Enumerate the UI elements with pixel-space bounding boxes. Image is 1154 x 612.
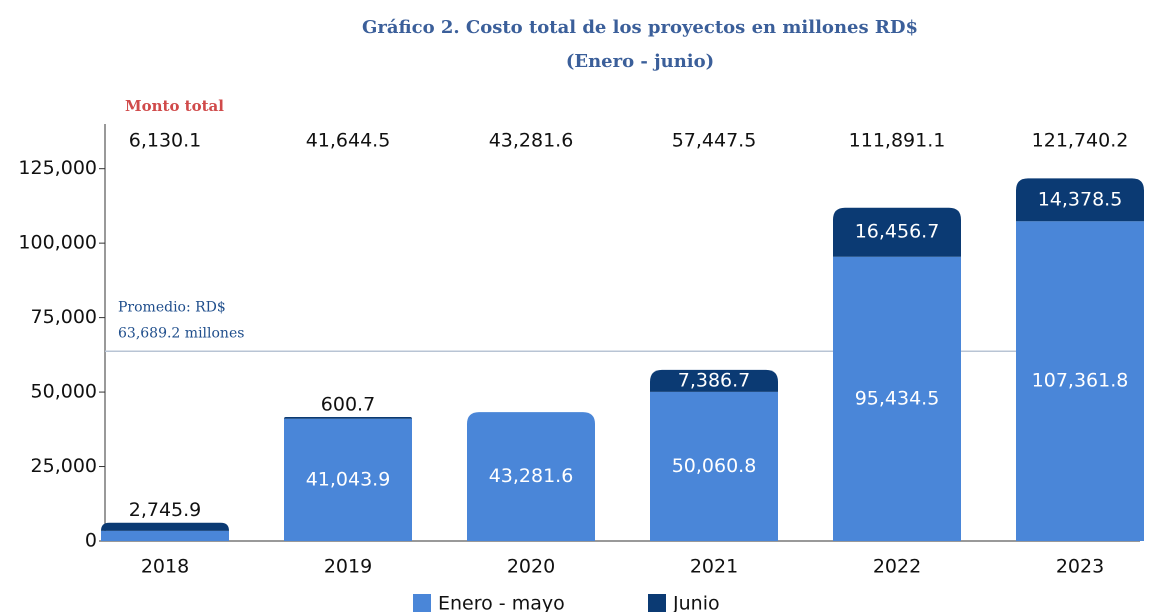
- chart-subtitle: (Enero - junio): [566, 51, 714, 72]
- totals-label: Monto total: [125, 97, 224, 115]
- y-tick-label: 100,000: [18, 232, 97, 254]
- data-label: 600.7: [321, 393, 375, 415]
- x-tick-label: 2020: [507, 556, 555, 578]
- y-tick-label: 75,000: [31, 306, 97, 328]
- data-label: 14,378.5: [1038, 188, 1123, 210]
- legend-swatch: [648, 594, 666, 612]
- bar-segment: [101, 522, 229, 531]
- total-label: 57,447.5: [672, 130, 757, 152]
- bar-segment: [650, 369, 778, 392]
- y-tick-label: 50,000: [31, 381, 97, 403]
- chart-title: Gráfico 2. Costo total de los proyectos …: [362, 17, 918, 38]
- y-tick-label: 25,000: [31, 455, 97, 477]
- x-tick-label: 2018: [141, 556, 189, 578]
- bar-segment: [101, 530, 229, 541]
- bar-segment: [284, 416, 412, 419]
- y-tick-label: 125,000: [18, 157, 97, 179]
- legend-label: Enero - mayo: [438, 593, 565, 612]
- data-label: 43,281.6: [489, 465, 574, 487]
- bar-segment: [1016, 178, 1144, 222]
- total-label: 41,644.5: [306, 130, 391, 152]
- data-label: 16,456.7: [855, 221, 940, 243]
- bar-segment: [833, 256, 961, 541]
- legend-swatch: [413, 594, 431, 612]
- total-label: 6,130.1: [129, 130, 202, 152]
- x-tick-label: 2021: [690, 556, 738, 578]
- bar-segment: [650, 391, 778, 541]
- data-label: 41,043.9: [306, 468, 391, 490]
- bar-segment: [467, 412, 595, 541]
- data-label: 95,434.5: [855, 387, 940, 409]
- data-label: 2,745.9: [129, 499, 202, 521]
- bar-segment: [833, 207, 961, 257]
- bar-segment: [284, 418, 412, 541]
- x-tick-label: 2019: [324, 556, 372, 578]
- x-tick-label: 2022: [873, 556, 921, 578]
- total-label: 111,891.1: [849, 130, 946, 152]
- total-label: 43,281.6: [489, 130, 574, 152]
- average-label: 63,689.2 millones: [118, 325, 244, 341]
- x-tick-label: 2023: [1056, 556, 1104, 578]
- legend-label: Junio: [672, 593, 720, 612]
- data-label: 50,060.8: [672, 455, 757, 477]
- y-tick-label: 0: [85, 530, 97, 552]
- data-label: 107,361.8: [1032, 370, 1129, 392]
- bar-segment: [1016, 221, 1144, 541]
- average-label: Promedio: RD$: [118, 299, 226, 315]
- data-label: 7,386.7: [678, 369, 751, 391]
- total-label: 121,740.2: [1032, 130, 1129, 152]
